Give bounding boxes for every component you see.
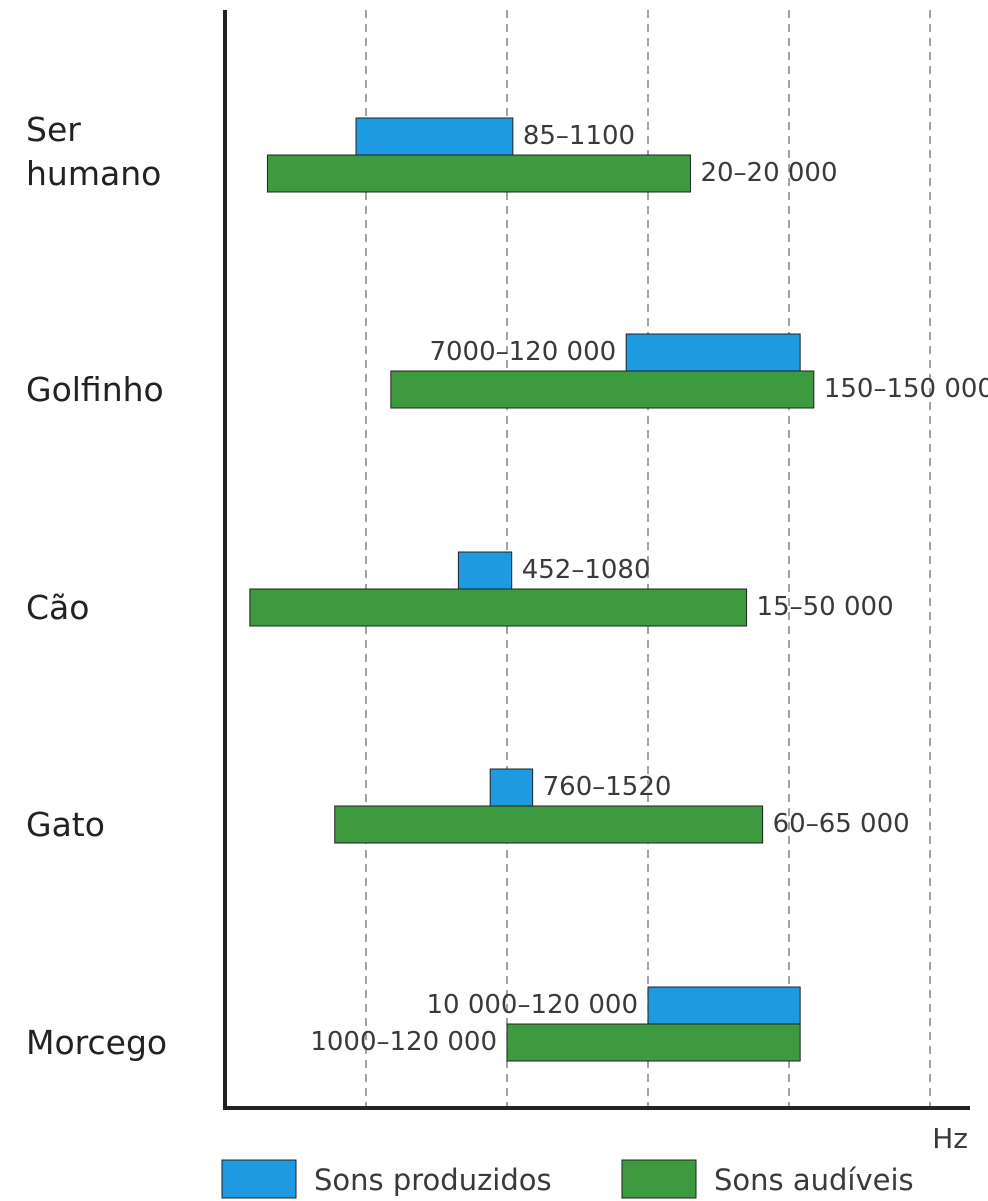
legend-label: Sons produzidos <box>314 1163 552 1197</box>
category-label: Cão <box>26 587 90 627</box>
category-label: Morcego <box>26 1022 168 1062</box>
range-bar <box>506 1023 801 1062</box>
legend-label: Sons audíveis <box>714 1163 914 1197</box>
value-label: 10 000–120 000 <box>427 990 639 1020</box>
category-label: Golfinho <box>26 369 164 409</box>
value-label: 15–50 000 <box>757 592 894 622</box>
range-bar <box>355 117 514 156</box>
range-bar <box>489 768 534 807</box>
value-label: 150–150 000 <box>824 374 988 404</box>
category-label: Ser humano <box>26 109 162 193</box>
range-bar <box>647 986 801 1025</box>
range-bar <box>249 588 748 627</box>
range-bar <box>334 805 764 844</box>
value-label: 20–20 000 <box>700 158 837 188</box>
value-label: 7000–120 000 <box>429 337 616 367</box>
legend-swatch <box>621 1159 697 1199</box>
value-label: 60–65 000 <box>773 809 910 839</box>
legend-swatch <box>221 1159 297 1199</box>
range-bar <box>266 154 691 193</box>
range-bar <box>625 333 801 372</box>
value-label: 760–1520 <box>543 772 672 802</box>
range-bar <box>457 551 513 590</box>
range-bar <box>390 370 815 409</box>
category-label: Gato <box>26 804 105 844</box>
value-label: 85–1100 <box>523 121 635 151</box>
value-label: 452–1080 <box>522 555 651 585</box>
value-label: 1000–120 000 <box>310 1027 497 1057</box>
x-axis-label: Hz <box>932 1122 968 1155</box>
